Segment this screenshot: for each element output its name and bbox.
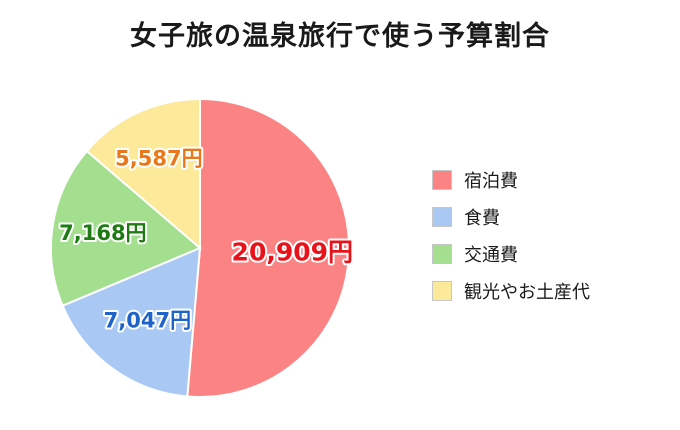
legend-label: 食費 [464, 208, 500, 229]
legend-swatch [432, 281, 452, 301]
pie-slice-transport [50, 149, 202, 308]
legend-swatch [432, 244, 452, 264]
pie-slice-lodging [186, 97, 350, 398]
legend-item-transport: 交通費 [432, 242, 590, 266]
legend-label: 宿泊費 [464, 171, 518, 192]
legend-label: 観光やお土産代 [464, 282, 590, 303]
legend: 宿泊費 食費 交通費 観光やお土産代 [432, 168, 590, 316]
legend-label: 交通費 [464, 245, 518, 266]
legend-item-lodging: 宿泊費 [432, 168, 590, 192]
legend-swatch [432, 207, 452, 227]
data-label-lodging: 20,909円 [232, 237, 353, 266]
chart-title: 女子旅の温泉旅行で使う予算割合 [130, 21, 550, 52]
data-label-sightseeing-souvenirs: 5,587円 [115, 147, 202, 171]
pie-slice-sightseeing-souvenirs [85, 97, 201, 251]
legend-item-sightseeing-souvenirs: 観光やお土産代 [432, 279, 590, 303]
pie-slice-food [61, 246, 202, 398]
data-label-transport: 7,168円 [59, 221, 146, 245]
data-label-food: 7,047円 [104, 308, 191, 332]
legend-swatch [432, 170, 452, 190]
legend-item-food: 食費 [432, 205, 590, 229]
